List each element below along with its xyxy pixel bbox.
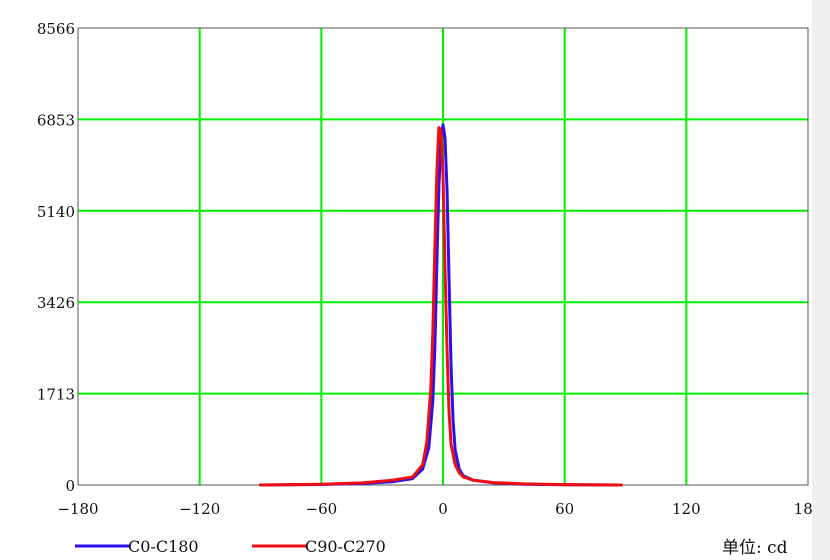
x-tick-label: −60 [306,500,338,518]
x-tick-label: −180 [57,500,98,518]
y-tick-label: 0 [65,477,75,495]
y-axis-tick-labels: 0 1713 3426 5140 6853 8566 [37,20,75,495]
grid [78,28,808,485]
y-tick-label: 5140 [37,203,75,221]
unit-label: 单位: cd [722,538,788,558]
legend-label: C0-C180 [128,537,199,556]
series-line-c0-c180 [259,123,623,487]
x-axis-tick-labels: −180 −120 −60 0 60 120 180 [57,500,822,518]
x-tick-label: 120 [672,500,701,518]
series-lines [259,123,623,487]
y-tick-label: 8566 [37,20,75,38]
y-tick-label: 6853 [37,111,75,129]
window-edge-strip [812,0,830,560]
legend: C0-C180 C90-C270 [75,537,386,556]
x-tick-label: 60 [555,500,574,518]
x-tick-label: −120 [179,500,220,518]
plot-frame [77,27,809,486]
series-line-c90-c270 [259,126,623,487]
x-tick-label: 0 [438,500,448,518]
legend-label: C90-C270 [305,537,386,556]
y-tick-label: 3426 [37,294,75,312]
y-tick-label: 1713 [37,386,75,404]
